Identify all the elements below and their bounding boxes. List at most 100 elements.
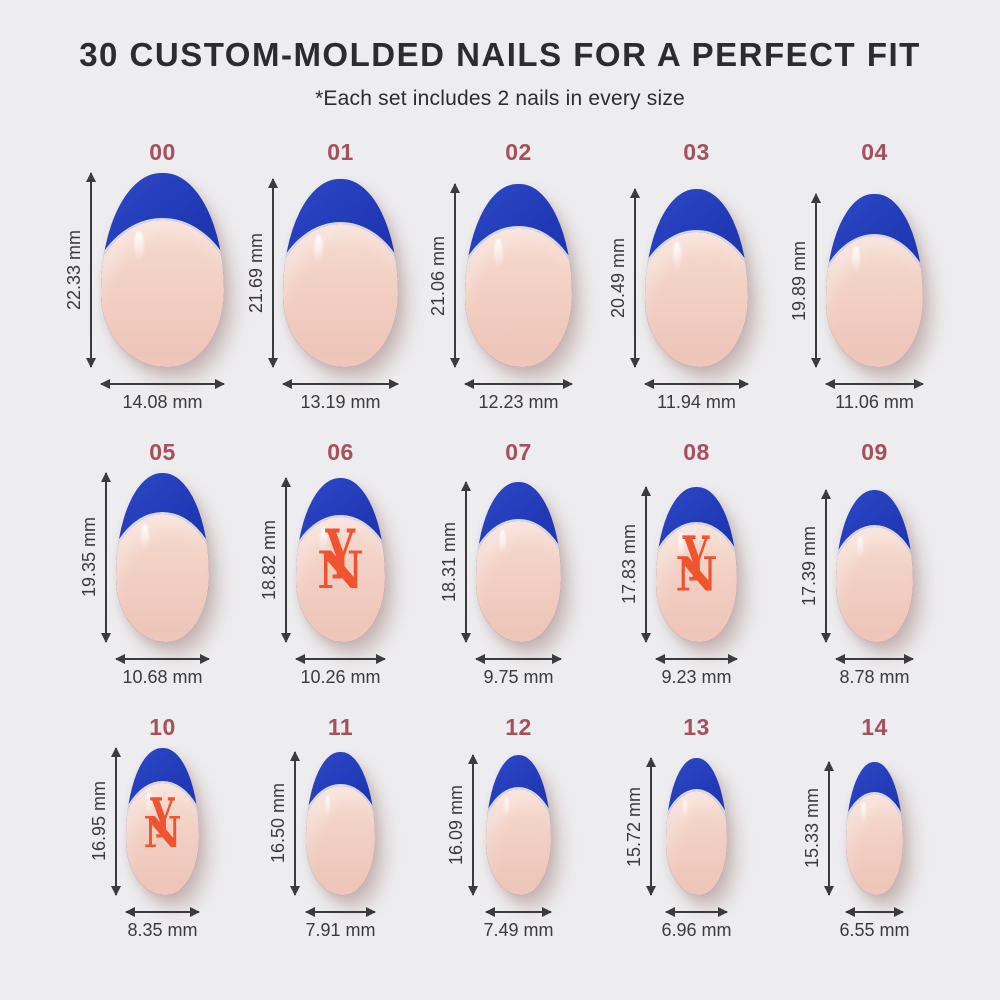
nail-shine-highlight — [145, 791, 152, 816]
vertical-dimension-arrow-icon — [90, 173, 93, 368]
press-on-nail-image — [826, 194, 923, 368]
width-value-label: 11.06 mm — [835, 392, 914, 413]
page-subtitle: *Each set includes 2 nails in every size — [315, 87, 685, 110]
size-number-label: 14 — [861, 713, 888, 740]
size-number-label: 07 — [505, 439, 532, 466]
nail-shine-highlight — [672, 242, 681, 271]
height-measurement: 15.33 mm — [802, 761, 831, 896]
height-value-label: 20.49 mm — [607, 238, 628, 319]
vertical-dimension-arrow-icon — [284, 477, 287, 642]
nail-base-pink — [836, 526, 913, 642]
width-value-label: 9.23 mm — [661, 666, 732, 687]
height-value-label: 16.95 mm — [89, 781, 110, 862]
vertical-dimension-arrow-icon — [633, 189, 636, 368]
horizontal-dimension-arrow-icon — [666, 911, 727, 914]
nail-shine-highlight — [678, 533, 685, 558]
vertical-dimension-arrow-icon — [650, 758, 653, 896]
size-number-label: 13 — [683, 713, 710, 740]
height-value-label: 21.69 mm — [246, 232, 267, 313]
size-number-label: 05 — [149, 439, 176, 466]
nail-base-pink — [295, 517, 386, 642]
nail-shine-highlight — [852, 246, 861, 274]
height-measurement: 18.82 mm — [259, 477, 287, 642]
nail-shine-highlight — [861, 801, 866, 824]
nail-shine-highlight — [314, 235, 324, 266]
nail-size-cell: 13 15.72 mm 6.96 mm — [589, 714, 767, 941]
size-number-label: 09 — [861, 439, 888, 466]
vertical-dimension-arrow-icon — [465, 482, 468, 642]
nail-base-pink — [846, 793, 903, 896]
nail-shine-highlight — [324, 794, 331, 818]
width-value-label: 8.78 mm — [839, 666, 910, 687]
height-measurement: 18.31 mm — [439, 482, 468, 642]
horizontal-dimension-arrow-icon — [116, 657, 209, 660]
height-measurement: 16.09 mm — [446, 755, 475, 896]
horizontal-dimension-arrow-icon — [101, 383, 224, 386]
vertical-dimension-arrow-icon — [272, 178, 275, 368]
height-value-label: 19.89 mm — [789, 240, 810, 321]
height-measurement: 20.49 mm — [607, 189, 636, 368]
press-on-nail-image — [465, 184, 572, 368]
nail-size-cell: 04 19.89 mm 11.06 mm — [767, 139, 945, 413]
height-value-label: 15.33 mm — [802, 788, 823, 869]
nail-size-cell: 02 21.06 mm 12.23 mm — [411, 139, 589, 413]
width-value-label: 7.49 mm — [483, 920, 554, 941]
nail-size-cell: 11 16.50 mm 7.91 mm — [233, 714, 411, 941]
vertical-dimension-arrow-icon — [472, 755, 475, 896]
height-measurement: 21.06 mm — [428, 184, 457, 368]
horizontal-dimension-arrow-icon — [836, 657, 913, 660]
height-value-label: 19.35 mm — [79, 517, 100, 598]
size-number-label: 04 — [861, 139, 888, 165]
height-measurement: 21.69 mm — [246, 178, 275, 368]
size-number-label: 11 — [327, 713, 354, 740]
horizontal-dimension-arrow-icon — [295, 657, 386, 660]
height-measurement: 15.72 mm — [624, 758, 653, 896]
width-value-label: 12.23 mm — [478, 392, 559, 413]
nail-base-pink — [116, 513, 209, 642]
nail-base-pink — [656, 523, 737, 642]
horizontal-dimension-arrow-icon — [306, 911, 375, 914]
horizontal-dimension-arrow-icon — [644, 383, 749, 386]
nail-base-pink — [666, 791, 727, 896]
size-number-label: 08 — [683, 439, 710, 466]
width-value-label: 14.08 mm — [122, 392, 203, 413]
size-number-label: 00 — [149, 139, 176, 165]
vertical-dimension-arrow-icon — [645, 486, 648, 642]
nail-shine-highlight — [141, 523, 149, 551]
height-measurement: 17.83 mm — [619, 486, 648, 642]
vertical-dimension-arrow-icon — [454, 184, 457, 368]
height-value-label: 16.09 mm — [446, 785, 467, 866]
horizontal-dimension-arrow-icon — [826, 383, 923, 386]
horizontal-dimension-arrow-icon — [476, 657, 561, 660]
nail-size-cell: 12 16.09 mm 7.49 mm — [411, 714, 589, 941]
width-value-label: 10.68 mm — [122, 666, 203, 687]
width-value-label: 13.19 mm — [300, 392, 381, 413]
nail-base-pink — [101, 219, 224, 368]
nail-shine-highlight — [856, 535, 864, 560]
chart-header: 30 CUSTOM-MOLDED NAILS FOR A PERFECT FIT… — [0, 36, 1000, 111]
width-value-label: 9.75 mm — [483, 666, 554, 687]
vertical-dimension-arrow-icon — [105, 473, 108, 642]
height-value-label: 17.83 mm — [619, 524, 640, 605]
press-on-nail-image — [101, 173, 224, 368]
size-number-label: 10 — [149, 713, 176, 740]
press-on-nail-image — [644, 189, 749, 368]
nail-shine-highlight — [503, 797, 509, 820]
nail-base-pink — [476, 520, 561, 642]
height-value-label: 16.50 mm — [268, 783, 289, 864]
height-measurement: 22.33 mm — [64, 173, 93, 368]
horizontal-dimension-arrow-icon — [126, 911, 199, 914]
height-value-label: 18.31 mm — [439, 521, 460, 602]
press-on-nail-image — [836, 490, 913, 642]
press-on-nail-image — [476, 482, 561, 642]
vertical-dimension-arrow-icon — [115, 747, 118, 896]
